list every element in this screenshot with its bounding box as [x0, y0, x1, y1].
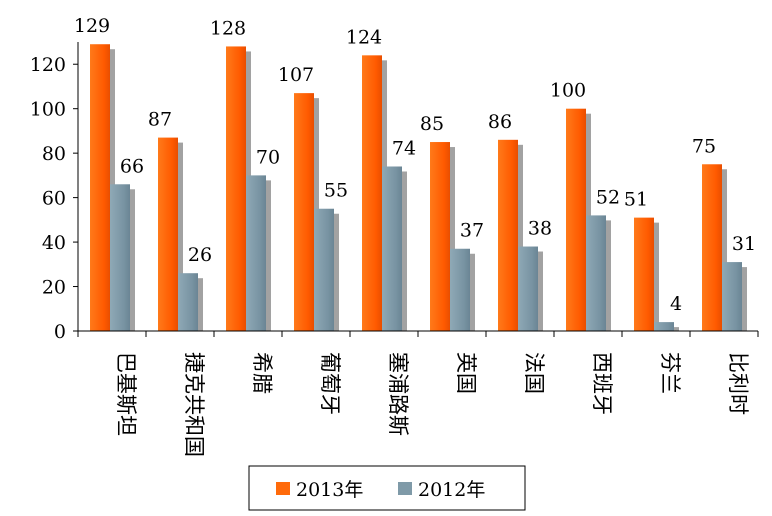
data-label: 38 — [528, 218, 552, 240]
data-label: 85 — [420, 113, 444, 135]
data-label: 86 — [488, 111, 512, 133]
y-tick-label: 120 — [30, 54, 66, 76]
category-labels: 巴基斯坦 捷克共和国 希腊 葡萄牙 塞浦路斯 英国 法国 西班牙 芬兰 比利时 — [114, 352, 750, 457]
data-label: 124 — [346, 26, 382, 48]
data-label: 107 — [278, 64, 314, 86]
y-tick-label: 60 — [42, 188, 66, 210]
bar-s2012-2 — [246, 175, 266, 331]
category-label: 比利时 — [726, 352, 750, 415]
bar-s2012-0 — [110, 184, 130, 331]
bar-s2012-9 — [722, 262, 742, 331]
y-tick-label: 80 — [42, 143, 66, 165]
data-label: 52 — [596, 186, 620, 208]
bar-s2013-2 — [226, 46, 246, 331]
bar-s2013-6 — [498, 139, 518, 331]
bar-s2013-5 — [430, 142, 450, 331]
y-tick-label: 20 — [42, 277, 66, 299]
bar-s2013-3 — [294, 93, 314, 331]
data-label: 87 — [148, 109, 172, 131]
bar-s2012-4 — [382, 166, 402, 331]
category-label: 希腊 — [250, 352, 274, 394]
y-tick-label: 40 — [42, 232, 66, 254]
legend-box — [248, 465, 526, 511]
data-label: 70 — [256, 146, 280, 168]
bar-s2012-1 — [178, 273, 198, 331]
y-ticks: 0 20 40 60 80 100 120 — [30, 54, 78, 343]
data-label: 26 — [188, 244, 212, 266]
category-label: 塞浦路斯 — [386, 352, 410, 436]
data-label: 75 — [692, 135, 716, 157]
data-label: 66 — [120, 155, 144, 177]
category-label: 葡萄牙 — [318, 352, 342, 415]
y-tick-label: 0 — [54, 321, 66, 343]
category-label: 芬兰 — [658, 352, 682, 394]
data-label: 129 — [74, 15, 110, 37]
data-label: 100 — [550, 80, 586, 102]
category-label: 西班牙 — [590, 352, 614, 415]
bar-s2012-6 — [518, 246, 538, 331]
data-label: 128 — [210, 17, 246, 39]
data-label: 55 — [324, 180, 348, 202]
data-label: 74 — [392, 137, 416, 159]
bar-s2013-4 — [362, 55, 382, 331]
legend: 2013年 2012年 — [248, 465, 526, 511]
data-label: 51 — [624, 189, 648, 211]
category-label: 法国 — [522, 352, 546, 394]
bar-s2012-8 — [654, 322, 674, 331]
legend-swatch-2012 — [398, 482, 412, 495]
legend-label: 2013年 — [296, 479, 363, 501]
bar-s2012-3 — [314, 208, 334, 331]
bar-s2013-7 — [566, 108, 586, 331]
data-label: 4 — [670, 293, 682, 315]
bar-s2012-5 — [450, 248, 470, 331]
legend-swatch-2013 — [276, 482, 290, 495]
data-label: 37 — [460, 220, 484, 242]
category-label: 英国 — [454, 352, 478, 394]
y-tick-label: 100 — [30, 99, 66, 121]
x-ticks — [77, 331, 759, 337]
data-label: 31 — [732, 233, 756, 255]
bar-s2013-1 — [158, 137, 178, 331]
bar-s2013-9 — [702, 164, 722, 331]
category-label: 巴基斯坦 — [114, 352, 138, 436]
bar-s2013-8 — [634, 217, 654, 331]
bars — [90, 44, 742, 331]
category-label: 捷克共和国 — [182, 352, 206, 457]
legend-label: 2012年 — [418, 479, 485, 501]
bar-s2013-0 — [90, 44, 110, 331]
bar-s2012-7 — [586, 215, 606, 331]
